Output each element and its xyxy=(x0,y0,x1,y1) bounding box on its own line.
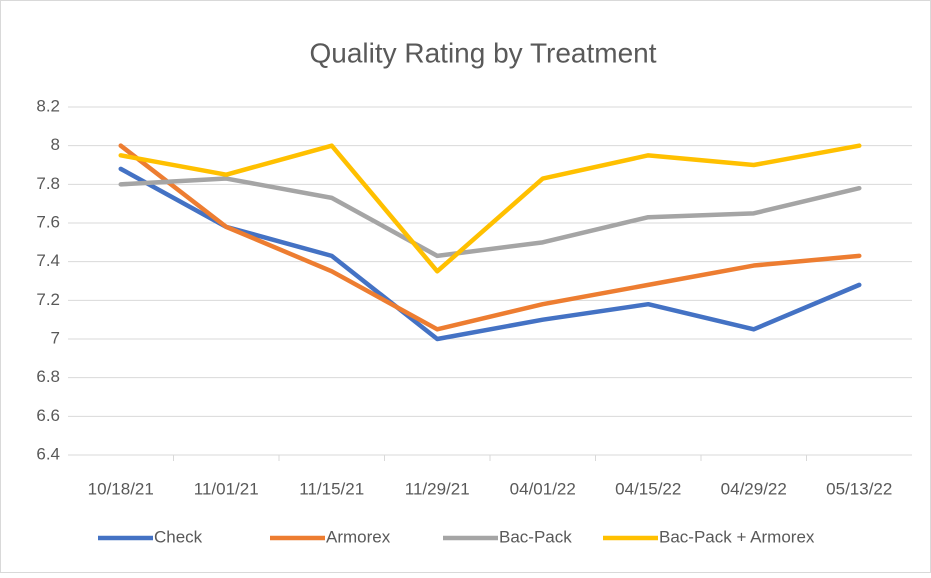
legend-label: Bac-Pack + Armorex xyxy=(659,527,815,546)
y-tick-label: 8 xyxy=(51,135,60,154)
x-tick-label: 04/01/22 xyxy=(510,479,576,498)
x-tick-label: 04/15/22 xyxy=(615,479,681,498)
x-tick-label: 11/15/21 xyxy=(299,479,364,498)
y-tick-label: 8.2 xyxy=(36,96,60,115)
legend-label: Check xyxy=(154,527,203,546)
x-tick-label: 05/13/22 xyxy=(826,479,892,498)
y-tick-label: 7.2 xyxy=(36,290,60,309)
y-tick-label: 6.4 xyxy=(36,444,60,463)
legend-label: Armorex xyxy=(326,527,391,546)
y-tick-label: 6.6 xyxy=(36,406,60,425)
series-line xyxy=(118,143,862,332)
y-tick-label: 7.8 xyxy=(36,174,60,193)
chart-title: Quality Rating by Treatment xyxy=(309,37,656,68)
y-tick-label: 7 xyxy=(51,328,60,347)
x-tick-label: 11/29/21 xyxy=(405,479,470,498)
x-tick-label: 11/01/21 xyxy=(194,479,259,498)
y-tick-label: 7.6 xyxy=(36,212,60,231)
series-line xyxy=(118,176,862,259)
legend-label: Bac-Pack xyxy=(499,527,572,546)
x-tick-label: 10/18/21 xyxy=(88,479,154,498)
y-tick-label: 6.8 xyxy=(36,367,60,386)
y-tick-label: 7.4 xyxy=(36,251,60,270)
x-tick-label: 04/29/22 xyxy=(721,479,787,498)
series-line xyxy=(118,166,862,342)
series-line xyxy=(118,143,862,274)
